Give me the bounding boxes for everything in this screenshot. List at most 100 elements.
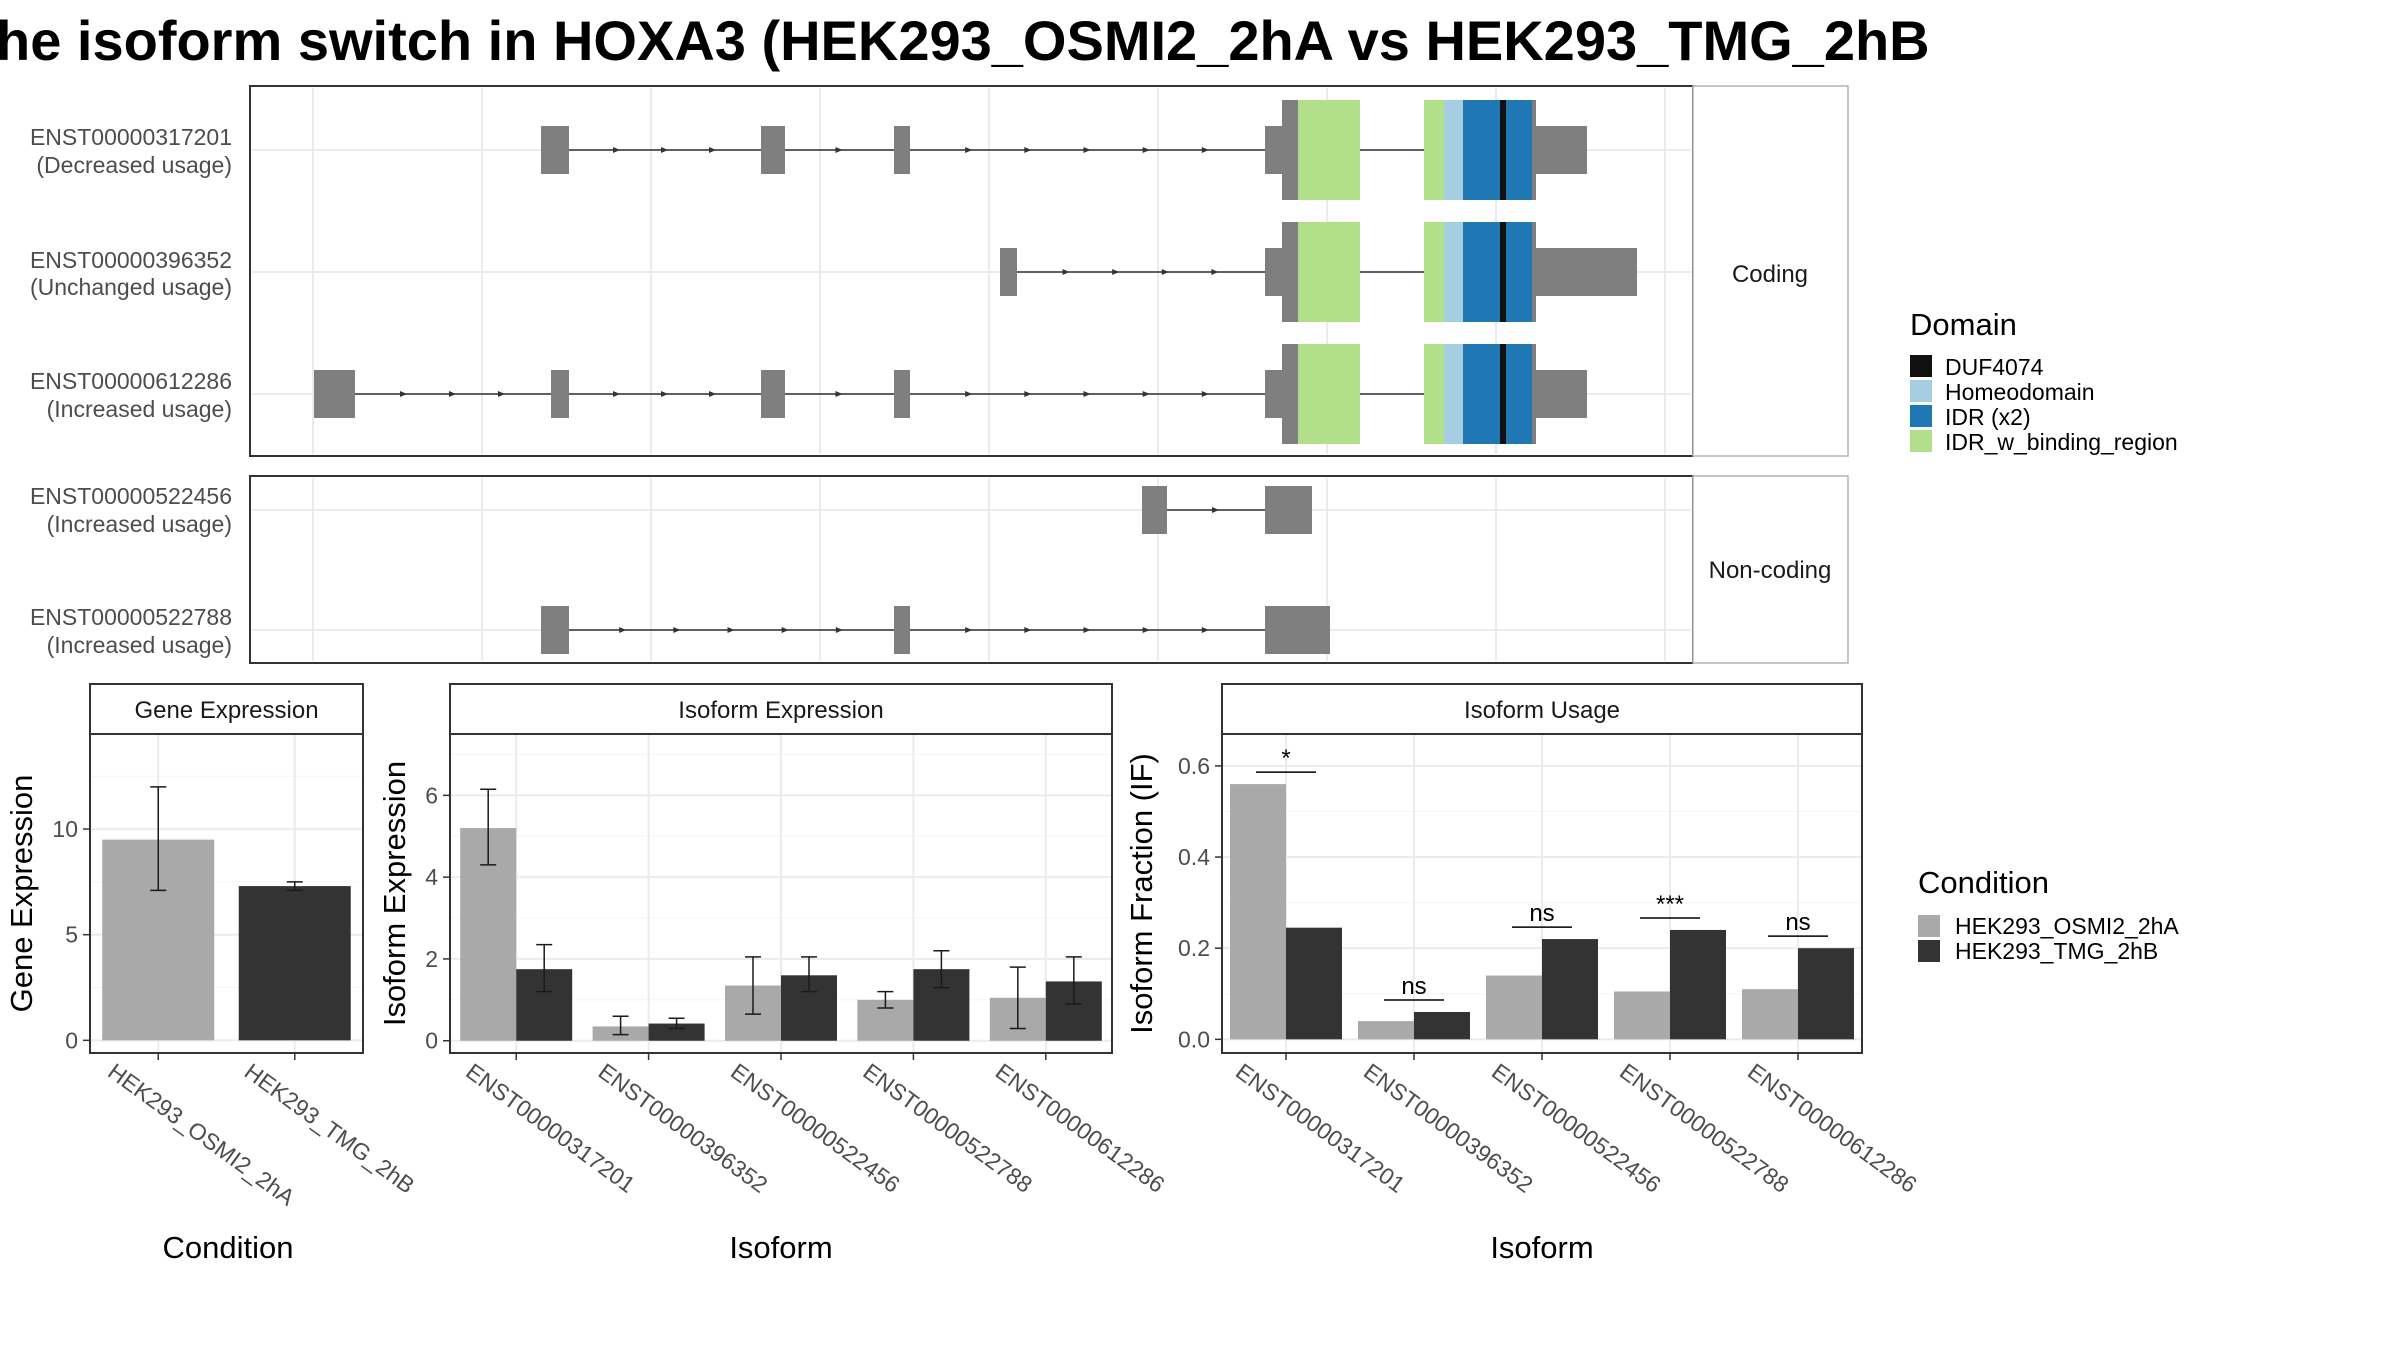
intron-arrow xyxy=(835,627,843,633)
intron-arrow xyxy=(727,627,735,633)
intron-arrow xyxy=(1201,391,1209,397)
x-axis-title: Isoform xyxy=(1490,1230,1593,1265)
figure-title: he isoform switch in HOXA3 (HEK293_OSMI2… xyxy=(0,9,1930,72)
group-label-coding: Coding xyxy=(1732,261,1808,288)
exon xyxy=(894,370,910,418)
significance-label: * xyxy=(1281,745,1290,772)
exon xyxy=(1000,248,1017,296)
bar xyxy=(648,1023,705,1041)
exon xyxy=(541,126,569,174)
intron-arrow xyxy=(835,391,843,397)
legend-label-idr: IDR (x2) xyxy=(1945,404,2031,430)
panel-strip xyxy=(1221,683,1863,735)
legend-swatch-homeodomain xyxy=(1910,380,1932,402)
bar xyxy=(1230,784,1286,1040)
domain-idr-binding xyxy=(1424,344,1444,444)
significance-label: ns xyxy=(1785,909,1810,936)
x-axis-title: Isoform xyxy=(729,1230,832,1265)
intron-arrow xyxy=(709,391,716,397)
intron-arrow xyxy=(781,627,789,633)
panel-title: Isoform Expression xyxy=(678,697,883,724)
isoform-label: ENST00000522456 xyxy=(30,483,232,509)
bar xyxy=(1542,939,1598,1040)
condition-legend: Condition HEK293_OSMI2_2hA HEK293_TMG_2h… xyxy=(1918,865,2179,964)
coding-strip xyxy=(1692,85,1849,457)
y-axis-title: Gene Expression xyxy=(4,775,39,1013)
bar xyxy=(1798,948,1854,1040)
legend-swatch-idr xyxy=(1910,405,1932,427)
y-tick-label: 6 xyxy=(425,782,438,808)
domain-homeodomain xyxy=(1444,344,1463,444)
domain-duf4074 xyxy=(1500,222,1506,322)
domain-legend-title: Domain xyxy=(1910,307,2017,342)
bar xyxy=(1358,1021,1414,1040)
exon xyxy=(1282,344,1298,444)
domain-idr xyxy=(1463,100,1500,200)
y-tick-label: 5 xyxy=(65,922,78,948)
y-tick-label: 2 xyxy=(425,946,438,972)
domain-idr xyxy=(1506,344,1532,444)
intron-arrow xyxy=(673,627,681,633)
panel-strip xyxy=(89,683,364,735)
condition-legend-title: Condition xyxy=(1918,865,2049,900)
exon xyxy=(894,126,910,174)
intron-arrow xyxy=(1211,269,1219,275)
domain-legend: Domain DUF4074 Homeodomain IDR (x2) IDR_… xyxy=(1910,307,2178,455)
exon xyxy=(1532,100,1536,200)
exon xyxy=(1282,100,1298,200)
bar-charts: Gene Expression0510HEK293_OSMI2_2hAHEK29… xyxy=(4,683,1922,1265)
transcript-structure-panel: Coding Non-coding ENST00000317201 (Decre… xyxy=(30,85,1849,664)
intron-arrow xyxy=(1024,147,1032,153)
bar xyxy=(1414,1011,1470,1040)
domain-idr-binding xyxy=(1424,222,1444,322)
intron-arrow xyxy=(1142,627,1150,633)
intron-arrow xyxy=(1201,147,1209,153)
intron-arrow xyxy=(498,391,505,397)
bar xyxy=(1286,927,1342,1040)
noncoding-strip xyxy=(1692,475,1849,664)
legend-label-cond1: HEK293_OSMI2_2hA xyxy=(1955,913,2179,939)
legend-swatch-idr-binding xyxy=(1910,430,1932,452)
intron-arrow xyxy=(1062,269,1070,275)
domain-idr-binding xyxy=(1298,344,1360,444)
domain-homeodomain xyxy=(1444,100,1463,200)
intron-arrow xyxy=(613,147,620,153)
exon xyxy=(1265,606,1330,654)
intron-arrow xyxy=(1024,627,1032,633)
legend-label-cond2: HEK293_TMG_2hB xyxy=(1955,938,2158,964)
y-tick-label: 4 xyxy=(425,864,438,890)
intron-arrow xyxy=(1142,391,1150,397)
panel-strip xyxy=(449,683,1113,735)
isoform-label: ENST00000522788 xyxy=(30,604,232,630)
legend-label-idr-binding: IDR_w_binding_region xyxy=(1945,429,2178,455)
domain-idr-binding xyxy=(1298,100,1360,200)
legend-label-homeodomain: Homeodomain xyxy=(1945,379,2095,405)
y-tick-label: 0 xyxy=(65,1027,78,1053)
isoform-usage-label: (Increased usage) xyxy=(47,396,232,422)
y-axis-title: Isoform Fraction (IF) xyxy=(1124,753,1159,1034)
domain-duf4074 xyxy=(1500,344,1506,444)
bar xyxy=(1670,929,1726,1040)
domain-homeodomain xyxy=(1444,222,1463,322)
exon xyxy=(1536,370,1587,418)
y-tick-label: 0 xyxy=(425,1028,438,1054)
intron-arrow xyxy=(619,627,627,633)
intron-arrow xyxy=(965,147,973,153)
exon xyxy=(551,370,569,418)
isoform-label: ENST00000612286 xyxy=(30,368,232,394)
significance-label: ns xyxy=(1401,973,1426,1000)
isoform-label: ENST00000396352 xyxy=(30,247,232,273)
isoform-usage-label: (Increased usage) xyxy=(47,632,232,658)
isoform-usage-label: (Increased usage) xyxy=(47,511,232,537)
legend-swatch-duf4074 xyxy=(1910,355,1932,377)
exon xyxy=(894,606,910,654)
y-tick-label: 0.0 xyxy=(1178,1026,1210,1052)
intron-arrow xyxy=(400,391,407,397)
intron-arrow xyxy=(661,147,668,153)
panel-title: Gene Expression xyxy=(134,697,318,724)
exon xyxy=(1142,486,1167,534)
significance-label: ns xyxy=(1529,900,1554,927)
y-tick-label: 0.4 xyxy=(1178,844,1210,870)
